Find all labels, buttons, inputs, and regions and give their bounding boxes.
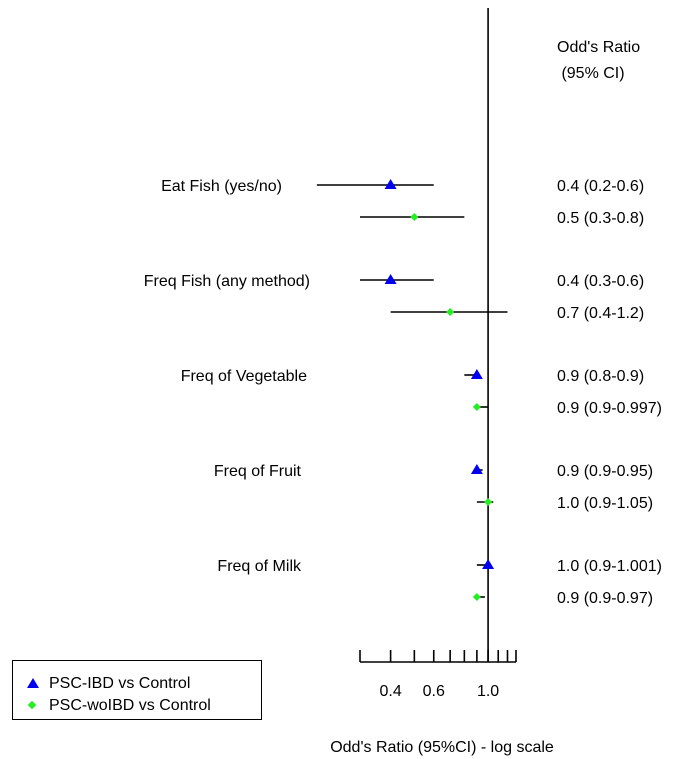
or-marker-diamond (484, 498, 493, 506)
or-marker-triangle (470, 464, 483, 474)
or-ci-text: 0.9 (0.9-0.95) (557, 463, 653, 480)
or-ci-text: 0.4 (0.2-0.6) (557, 178, 644, 195)
legend: PSC-IBD vs Control PSC-woIBD vs Control (12, 660, 262, 720)
or-ci-text: 1.0 (0.9-1.001) (557, 558, 662, 575)
legend-label: PSC-woIBD vs Control (49, 697, 211, 714)
right-header-line-2: (95% CI) (557, 65, 625, 82)
group-label: Freq of Vegetable (181, 368, 307, 385)
group-label: Freq of Fruit (214, 463, 302, 480)
triangle-marker-icon (27, 678, 39, 688)
or-ci-text: 0.9 (0.9-0.97) (557, 590, 653, 607)
or-marker-diamond (472, 593, 481, 601)
or-marker-diamond (472, 403, 481, 411)
or-marker-triangle (384, 274, 397, 284)
x-tick-label: 0.4 (379, 683, 401, 700)
x-axis: 0.4 0.6 1.0 (359, 650, 517, 700)
or-marker-triangle (482, 559, 495, 569)
plot-rows: Eat Fish (yes/no) 0.4 (0.2-0.6) 0.5 (0.3-0… (144, 178, 662, 607)
right-header-line-1: Odd's Ratio (557, 39, 640, 56)
or-ci-text: 1.0 (0.9-1.05) (557, 495, 653, 512)
or-marker-triangle (384, 179, 397, 189)
or-ci-text: 0.7 (0.4-1.2) (557, 305, 644, 322)
x-tick-label: 0.6 (423, 683, 445, 700)
group-label: Freq of Milk (217, 558, 302, 575)
legend-label: PSC-IBD vs Control (49, 675, 191, 692)
or-ci-text: 0.5 (0.3-0.8) (557, 210, 644, 227)
or-marker-diamond (446, 308, 455, 316)
x-tick-label: 1.0 (477, 683, 499, 700)
or-ci-text: 0.9 (0.8-0.9) (557, 368, 644, 385)
or-ci-text: 0.4 (0.3-0.6) (557, 273, 644, 290)
or-ci-text: 0.9 (0.9-0.997) (557, 400, 662, 417)
group-label: Freq Fish (any method) (144, 273, 310, 290)
x-axis-label: Odd's Ratio (95%CI) - log scale (330, 739, 554, 756)
group-label: Eat Fish (yes/no) (161, 178, 282, 195)
or-marker-triangle (470, 369, 483, 379)
diamond-marker-icon (27, 700, 37, 710)
or-marker-diamond (410, 213, 419, 221)
